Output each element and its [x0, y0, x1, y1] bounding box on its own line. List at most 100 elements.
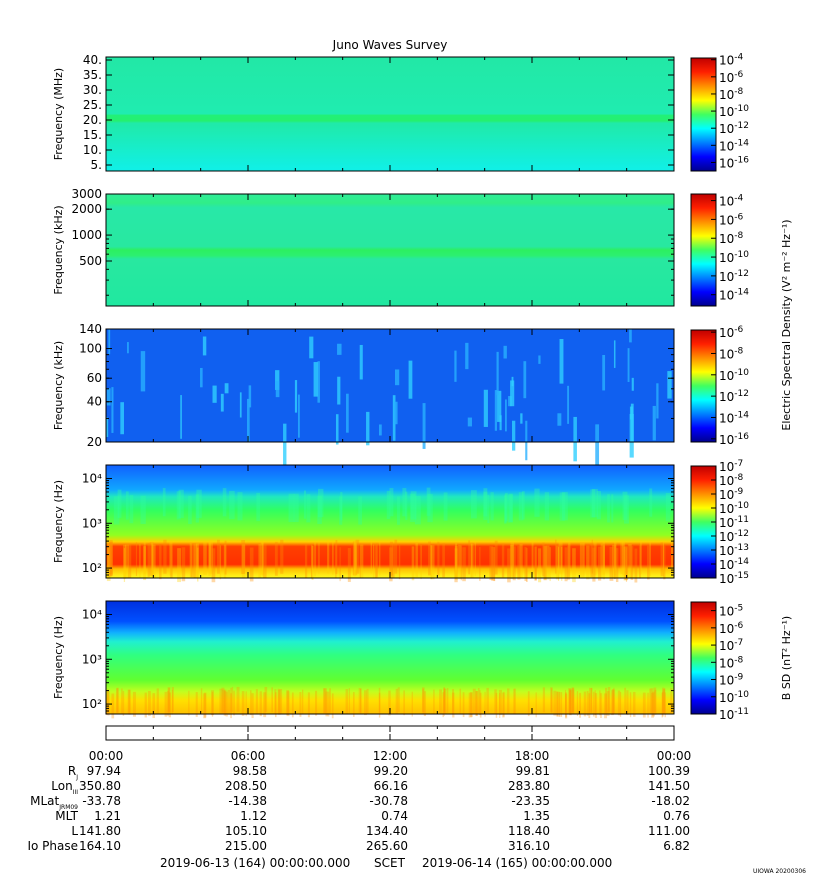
colorbar [691, 602, 716, 714]
colorbar-tick-label: 10-6 [719, 325, 744, 340]
emission-streak [410, 491, 417, 520]
emission-streak [374, 544, 378, 579]
emission-streak [264, 686, 268, 712]
emission-streak [123, 548, 126, 582]
emission-streak [286, 691, 290, 717]
ephemeris-value: 134.40 [366, 824, 408, 838]
emission-streak [465, 342, 469, 370]
emission-streak [143, 540, 146, 575]
emission-streak [327, 539, 330, 574]
emission-streak [410, 493, 416, 523]
emission-streak [596, 490, 601, 520]
emission-streak [255, 689, 258, 715]
colorbar-tick-label: 10-8 [719, 473, 744, 488]
colorbar-tick-label: 10-8 [719, 655, 744, 670]
colorbar-tick-label: 10-11 [719, 707, 749, 722]
emission-streak [654, 689, 657, 715]
emission-streak [360, 544, 364, 579]
emission-streak [495, 692, 498, 718]
electric-colorbar-label: Electric Spectral Density (V² m⁻² Hz⁻¹) [780, 219, 793, 430]
emission-streak [487, 494, 490, 524]
colorbar-tick-label: 10-4 [719, 194, 744, 209]
emission-streak [364, 690, 367, 716]
emission-streak [614, 541, 617, 576]
emission-streak [196, 489, 202, 518]
emission-streak [230, 687, 232, 713]
emission-streak [379, 541, 381, 576]
y-tick-label: 500 [79, 254, 102, 268]
colorbar-tick-label: 10-8 [719, 87, 744, 102]
emission-streak [163, 539, 167, 574]
emission-streak [627, 348, 630, 382]
emission-streak [442, 543, 445, 578]
emission-streak [203, 541, 207, 576]
y-tick-label: 10² [82, 697, 102, 711]
emission-streak [652, 691, 655, 717]
emission-streak [202, 336, 207, 356]
emission-streak [128, 689, 131, 715]
emission-streak [200, 367, 203, 388]
emission-streak [188, 495, 192, 525]
emission-streak [524, 547, 527, 581]
emission-streak [346, 393, 349, 433]
emission-streak [251, 693, 254, 719]
emission-streak [106, 547, 111, 582]
emission-streak [393, 401, 398, 425]
emission-streak [180, 395, 182, 439]
emission-streak [132, 691, 136, 717]
emission-streak [293, 493, 299, 523]
emission-streak [564, 547, 568, 582]
emission-streak [477, 688, 480, 713]
emission-streak [564, 693, 568, 719]
emission-streak [111, 693, 115, 719]
emission-streak [427, 493, 433, 523]
emission-streak [414, 496, 421, 525]
emission-streak [121, 688, 123, 714]
colorbar-tick-label: 10-12 [719, 529, 749, 544]
ephemeris-value: -30.78 [369, 794, 408, 808]
emission-streak [651, 692, 654, 718]
emission-streak [358, 687, 362, 713]
emission-streak [600, 693, 602, 719]
ephemeris-value: 141.50 [648, 779, 690, 793]
colorbar-tick-label: 10-10 [719, 368, 749, 383]
emission-streak [224, 540, 227, 575]
emission-streak [403, 690, 405, 716]
emission-streak [366, 411, 370, 446]
emission-streak [370, 539, 372, 574]
emission-streak [629, 329, 632, 343]
emission-streak [170, 544, 173, 579]
emission-streak [248, 385, 252, 408]
ephemeris-value: 111.00 [648, 824, 690, 838]
emission-streak [626, 690, 629, 716]
emission-streak [542, 687, 546, 713]
emission-streak [275, 370, 280, 390]
emission-streak [168, 692, 171, 718]
colorbar [691, 58, 716, 171]
ephemeris-value: 105.10 [225, 824, 267, 838]
emission-streak [431, 545, 435, 580]
spectrogram-image [106, 465, 674, 578]
emission-streak [503, 691, 505, 717]
emission-streak [557, 413, 562, 426]
emission-streak [359, 543, 361, 578]
emission-streak [475, 691, 478, 716]
emission-streak [513, 688, 516, 714]
emission-streak [245, 691, 247, 717]
emission-streak [454, 548, 458, 583]
emission-streak [402, 488, 407, 517]
emission-streak [176, 491, 181, 520]
emission-streak [241, 540, 246, 574]
emission-streak [127, 689, 131, 715]
emission-streak [223, 690, 227, 716]
magnetic-colorbar-label: B SD (nT² Hz⁻¹) [780, 616, 793, 700]
emission-streak [106, 388, 111, 406]
colorbar-tick-label: 10-8 [719, 346, 744, 361]
emission-streak [612, 544, 617, 579]
spectrogram-image [106, 194, 674, 306]
emission-streak [586, 690, 589, 716]
time-tick-label: 00:00 [89, 749, 124, 763]
emission-streak [110, 541, 113, 576]
emission-streak [117, 489, 122, 518]
emission-streak [613, 545, 616, 580]
